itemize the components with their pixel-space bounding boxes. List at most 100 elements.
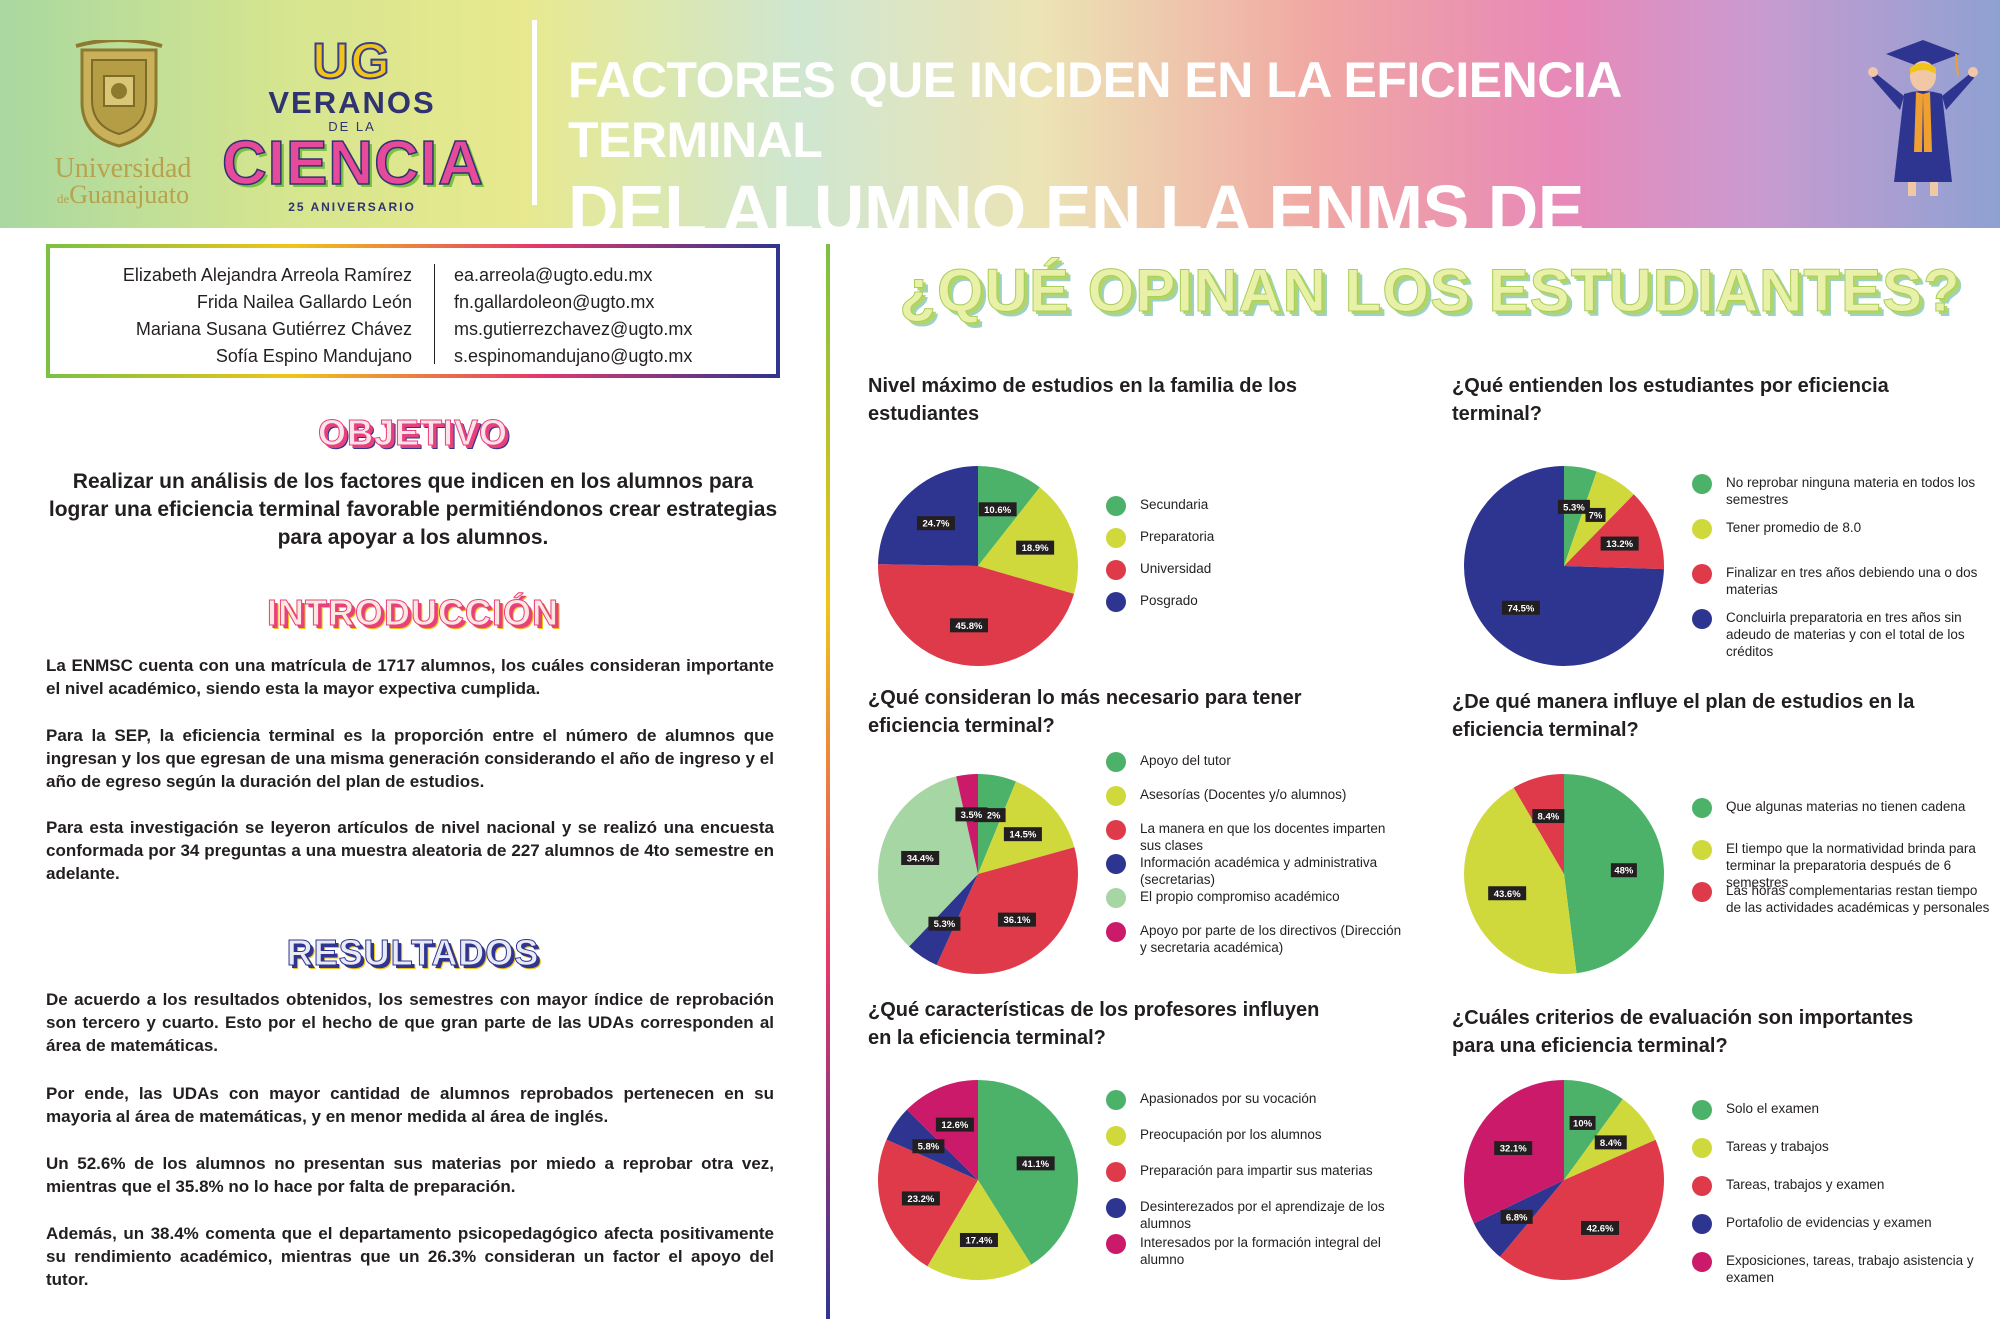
legend-item: Información académica y administrativa (…	[1106, 854, 1406, 888]
legend-swatch	[1106, 820, 1126, 840]
data-label: 3.5%	[955, 807, 988, 822]
svg-text:18.9%: 18.9%	[1022, 543, 1049, 554]
author-email: s.espinomandujano@ugto.mx	[454, 346, 693, 366]
legend-item: Tareas y trabajos	[1692, 1138, 1992, 1158]
data-label: 24.7%	[916, 516, 955, 531]
header-divider	[532, 20, 537, 205]
authors-separator	[434, 264, 435, 364]
legend-label: El propio compromiso académico	[1140, 889, 1340, 904]
legend-item: Solo el examen	[1692, 1100, 1992, 1120]
legend-label: Solo el examen	[1726, 1101, 1820, 1116]
legend-item: Apasionados por su vocación	[1106, 1090, 1406, 1110]
legend-item: Que algunas materias no tienen cadena	[1692, 798, 1992, 818]
svg-text:14.5%: 14.5%	[1009, 830, 1036, 841]
university-name: Universidad deGuanajuato	[54, 153, 192, 209]
data-label: 17.4%	[959, 1232, 998, 1247]
header-banner: Universidad deGuanajuato UG VERANOS DE L…	[0, 0, 2000, 329]
legend-swatch	[1106, 1090, 1126, 1110]
results-paragraph: Un 52.6% de los alumnos no presentan sus…	[46, 1154, 774, 1196]
legend-swatch	[1692, 1100, 1712, 1120]
legend-label: No reprobar ninguna materia en todos los…	[1726, 475, 1976, 507]
legend-item: Preparatoria	[1106, 528, 1406, 548]
legend-item: Finalizar en tres años debiendo una o do…	[1692, 564, 1992, 598]
legend-swatch	[1106, 1234, 1126, 1254]
legend-label: Preocupación por los alumnos	[1140, 1127, 1322, 1142]
svg-text:6.8%: 6.8%	[1506, 1212, 1528, 1223]
data-label: 7%	[1585, 507, 1606, 522]
chart-title: Nivel máximo de estudios en la familia d…	[868, 375, 1298, 425]
svg-text:13.2%: 13.2%	[1606, 539, 1633, 550]
pie-slice-finalizar-en-tres-anos-debiendo-una-o-do	[1564, 494, 1664, 570]
pie-slice-preocupacion-por-los-alumnos	[927, 1180, 1032, 1280]
legend-item: El propio compromiso académico	[1106, 888, 1406, 908]
legend-label: Preparatoria	[1140, 529, 1215, 544]
legend-label: Información académica y administrativa (…	[1140, 855, 1378, 887]
data-label: 5.3%	[1557, 499, 1590, 514]
legend-swatch	[1692, 564, 1712, 584]
legend-label: Concluirla preparatoria en tres años sin…	[1726, 610, 1965, 659]
legend-label: Apasionados por su vocación	[1140, 1091, 1317, 1106]
data-label: 13.2%	[1600, 536, 1639, 551]
legend-label: Portafolio de evidencias y examen	[1726, 1215, 1932, 1230]
author-email: fn.gallardoleon@ugto.mx	[454, 292, 655, 312]
pie-chart-most-necessary: 6.2% 14.5% 36.1% 5.3% 34.4% 3.5%	[878, 774, 1078, 974]
legend-swatch	[1692, 1138, 1712, 1158]
pie-slice-apasionados-por-su-vocacion	[978, 1080, 1078, 1265]
pie-slice-concluirla-preparatoria-en-tres-anos-sin	[1464, 466, 1664, 666]
svg-text:41.1%: 41.1%	[1022, 1159, 1049, 1170]
pie-chart-evaluation-criteria: 10% 8.4% 42.6% 6.8% 32.1%	[1464, 1080, 1664, 1280]
introduction-heading: INTRODUCCIÓN	[267, 592, 559, 634]
pie-chart-family-education: 10.6% 18.9% 45.8% 24.7%	[878, 466, 1078, 666]
pie-slice-universidad	[878, 564, 1075, 666]
legend-swatch	[1692, 1252, 1712, 1272]
objective-heading: OBJETIVO	[317, 412, 509, 454]
pie-slice-solo-el-examen	[1564, 1080, 1623, 1180]
legend-swatch	[1106, 786, 1126, 806]
introduction-paragraph: Para esta investigación se leyeron artíc…	[46, 818, 774, 883]
author-email: ms.gutierrezchavez@ugto.mx	[454, 319, 693, 339]
university-seal-icon	[75, 40, 163, 148]
svg-text:36.1%: 36.1%	[1003, 915, 1030, 926]
legend-item: Preocupación por los alumnos	[1106, 1126, 1406, 1146]
legend-label: Apoyo del tutor	[1140, 753, 1231, 768]
legend-label: Asesorías (Docentes y/o alumnos)	[1140, 787, 1347, 802]
legend-swatch	[1106, 528, 1126, 548]
legend-item: Exposiciones, tareas, trabajo asistencia…	[1692, 1252, 1992, 1286]
data-label: 8.4%	[1594, 1135, 1627, 1150]
legend-item: Concluirla preparatoria en tres años sin…	[1692, 609, 1992, 660]
svg-text:23.2%: 23.2%	[907, 1194, 934, 1205]
legend-label: El tiempo que la normatividad brinda par…	[1726, 841, 1976, 890]
author-name: Sofía Espino Mandujano	[215, 346, 412, 366]
legend-item: Universidad	[1106, 560, 1406, 580]
data-label: 10.6%	[978, 502, 1017, 517]
data-label: 12.6%	[935, 1117, 974, 1132]
chart-title: ¿Qué entienden los estudiantes por efici…	[1452, 375, 1889, 425]
legend-item: El tiempo que la normatividad brinda par…	[1692, 840, 1992, 891]
legend-label: Universidad	[1140, 561, 1212, 576]
legend-label: Apoyo por parte de los directivos (Direc…	[1140, 923, 1402, 955]
legend-swatch	[1106, 888, 1126, 908]
graduate-icon	[1868, 40, 1978, 196]
svg-text:7%: 7%	[1589, 510, 1603, 521]
right-section-title: ¿QUÉ OPINAN LOS ESTUDIANTES?	[899, 257, 1961, 325]
legend-item: No reprobar ninguna materia en todos los…	[1692, 474, 1992, 508]
pie-chart-teacher-characteristics: 41.1% 17.4% 23.2% 5.8%12.6%	[878, 1080, 1078, 1280]
data-label: 42.6%	[1581, 1220, 1620, 1235]
legend-item: Preparación para impartir sus materias	[1106, 1162, 1406, 1182]
pie-chart-study-plan: 48% 43.6% 8.4%	[1464, 774, 1664, 974]
column-divider	[826, 244, 830, 1319]
svg-text:34.4%: 34.4%	[907, 853, 934, 864]
author-names: Elizabeth Alejandra Arreola Ramírez Frid…	[123, 262, 412, 370]
introduction-paragraph: Para la SEP, la eficiencia terminal es l…	[46, 726, 774, 791]
svg-text:17.4%: 17.4%	[965, 1235, 992, 1246]
data-label: 14.5%	[1003, 827, 1042, 842]
data-label: 23.2%	[901, 1191, 940, 1206]
legend-label: La manera en que los docentes imparten s…	[1140, 821, 1386, 853]
data-label: 8.4%	[1532, 809, 1565, 824]
pie-slice-no-reprobar-ninguna-materia-en-todos-los	[1564, 466, 1597, 566]
svg-text:42.6%: 42.6%	[1587, 1223, 1614, 1234]
svg-text:6.2%: 6.2%	[979, 811, 1001, 822]
chart-title: ¿Qué consideran lo más necesario para te…	[868, 687, 1302, 737]
svg-text:24.7%: 24.7%	[923, 519, 950, 530]
svg-text:10%: 10%	[1573, 1118, 1593, 1129]
